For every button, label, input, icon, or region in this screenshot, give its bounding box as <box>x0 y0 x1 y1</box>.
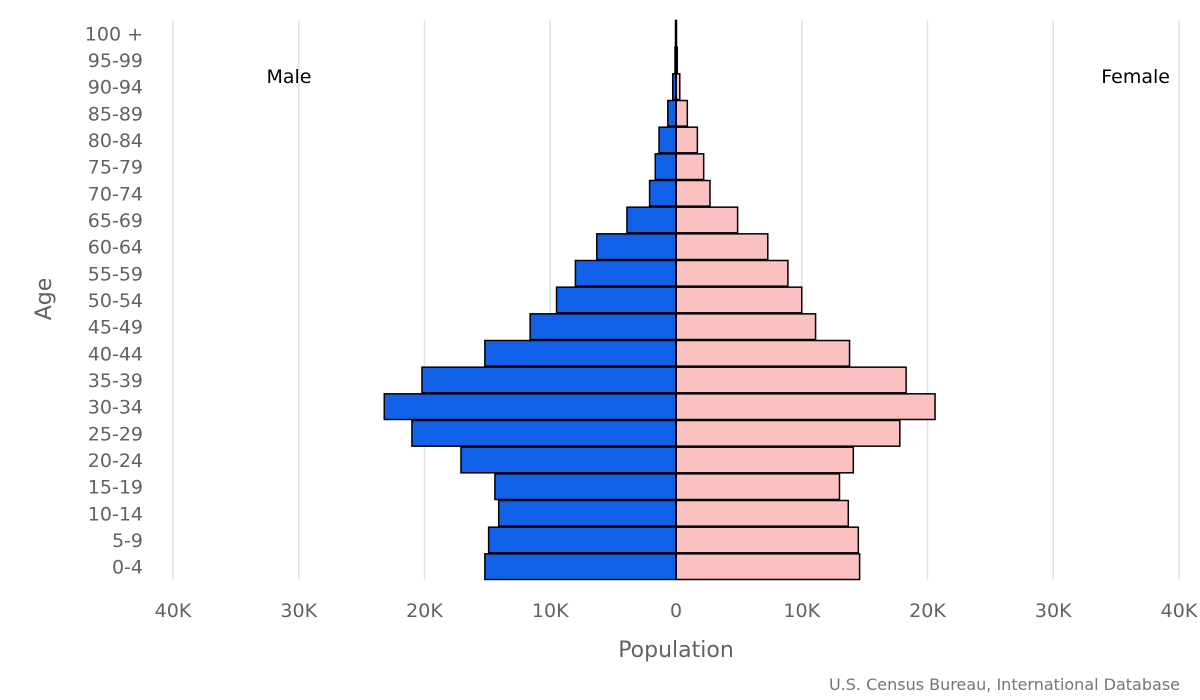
bar-male-40-44[interactable] <box>484 339 677 367</box>
y-tick-labels: 0-4 5-9 10-14 15-19 20-24 25-29 30-34 35-39 40-4… <box>85 23 143 578</box>
bar-male-75-79[interactable] <box>654 153 677 181</box>
x-tick-label: 40K <box>155 600 192 622</box>
bar-male-50-54[interactable] <box>555 286 677 314</box>
bar-male-25-29[interactable] <box>411 419 677 447</box>
y-tick-label: 90-94 <box>88 77 143 99</box>
side-label-female: Female <box>1101 66 1170 88</box>
y-tick-label: 60-64 <box>88 237 143 259</box>
bar-female-70-74[interactable] <box>675 179 711 207</box>
bar-female-40-44[interactable] <box>675 339 851 367</box>
bar-male-20-24[interactable] <box>460 446 677 474</box>
bar-female-85-89[interactable] <box>675 99 689 127</box>
x-tick-label: 20K <box>406 600 443 622</box>
bar-female-25-29[interactable] <box>675 419 901 447</box>
y-tick-label: 45-49 <box>88 317 143 339</box>
bar-female-50-54[interactable] <box>675 286 803 314</box>
x-tick-label: 20K <box>909 600 946 622</box>
y-tick-label: 80-84 <box>88 130 143 152</box>
bar-female-30-34[interactable] <box>675 393 936 421</box>
source-credit: U.S. Census Bureau, International Databa… <box>829 675 1180 694</box>
x-tick-label: 30K <box>1035 600 1072 622</box>
y-tick-label: 40-44 <box>88 343 143 365</box>
y-tick-label: 95-99 <box>88 50 143 72</box>
bar-female-55-59[interactable] <box>675 259 789 287</box>
bar-male-15-19[interactable] <box>494 473 677 501</box>
bar-male-80-84[interactable] <box>658 126 677 154</box>
bar-female-45-49[interactable] <box>675 313 817 341</box>
bar-female-20-24[interactable] <box>675 446 855 474</box>
bar-female-15-19[interactable] <box>675 473 841 501</box>
y-tick-label: 30-34 <box>88 397 143 419</box>
y-tick-label: 65-69 <box>88 210 143 232</box>
y-tick-label: 5-9 <box>112 530 143 552</box>
y-tick-label: 25-29 <box>88 423 143 445</box>
y-tick-label: 50-54 <box>88 290 143 312</box>
y-tick-label: 85-89 <box>88 103 143 125</box>
bar-female-80-84[interactable] <box>675 126 699 154</box>
bar-female-75-79[interactable] <box>675 153 705 181</box>
y-tick-label: 0-4 <box>112 557 143 579</box>
x-tick-label: 40K <box>1161 600 1198 622</box>
y-tick-label: 10-14 <box>88 503 143 525</box>
bar-female-0-4[interactable] <box>675 553 861 581</box>
bar-male-65-69[interactable] <box>626 206 677 234</box>
x-tick-label: 10K <box>783 600 820 622</box>
y-tick-label: 55-59 <box>88 263 143 285</box>
bars-layer <box>383 19 936 581</box>
y-tick-label: 15-19 <box>88 477 143 499</box>
bar-male-55-59[interactable] <box>574 259 677 287</box>
bar-male-5-9[interactable] <box>487 526 677 554</box>
side-label-male: Male <box>266 66 311 88</box>
bar-female-35-39[interactable] <box>675 366 907 394</box>
x-axis-title: Population <box>618 638 734 663</box>
x-tick-label: 0 <box>670 600 682 622</box>
bar-male-0-4[interactable] <box>484 553 677 581</box>
bar-male-10-14[interactable] <box>497 499 677 527</box>
y-tick-label: 35-39 <box>88 370 143 392</box>
bar-female-10-14[interactable] <box>675 499 850 527</box>
y-tick-label: 100 + <box>85 23 143 45</box>
x-tick-label: 30K <box>280 600 317 622</box>
bar-male-30-34[interactable] <box>383 393 677 421</box>
bar-female-5-9[interactable] <box>675 526 860 554</box>
y-tick-label: 70-74 <box>88 183 143 205</box>
y-tick-label: 20-24 <box>88 450 143 472</box>
bar-male-45-49[interactable] <box>529 313 677 341</box>
bar-male-70-74[interactable] <box>648 179 677 207</box>
bar-male-85-89[interactable] <box>667 99 677 127</box>
bar-male-60-64[interactable] <box>596 233 677 261</box>
bar-female-65-69[interactable] <box>675 206 739 234</box>
bar-female-60-64[interactable] <box>675 233 769 261</box>
bar-male-35-39[interactable] <box>421 366 677 394</box>
y-axis-title: Age <box>32 278 57 321</box>
x-tick-labels: 40K 30K 20K 10K 0 10K 20K 30K 40K <box>155 600 1198 622</box>
x-tick-label: 10K <box>532 600 569 622</box>
y-tick-label: 75-79 <box>88 157 143 179</box>
